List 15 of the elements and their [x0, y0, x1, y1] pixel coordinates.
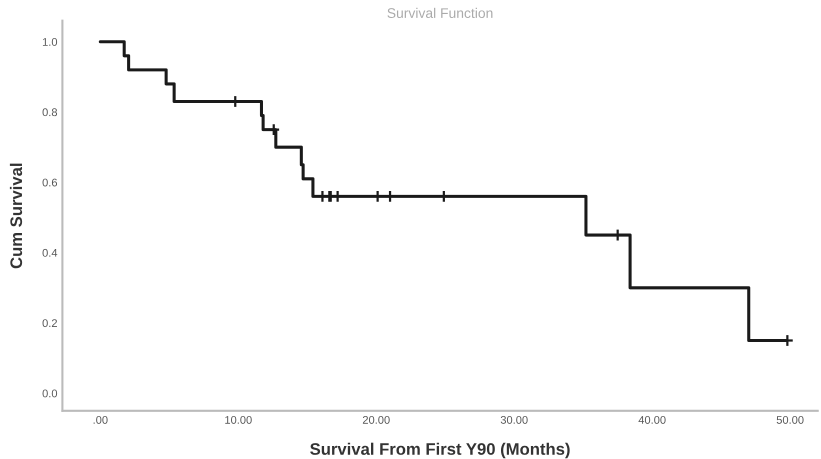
x-tick-label: 40.00	[638, 416, 666, 424]
y-axis-title: Cum Survival	[10, 164, 22, 268]
y-tick-label: 0.6	[42, 178, 58, 186]
y-tick-label: 1.0	[42, 38, 58, 46]
x-axis-title: Survival From First Y90 (Months)	[310, 442, 570, 458]
y-tick-label: 0.2	[42, 319, 57, 328]
chart-title: Survival Function	[387, 8, 492, 18]
y-tick-label: 0.8	[42, 108, 58, 116]
x-tick-label: 50.00	[776, 416, 804, 424]
x-tick-label: .00	[94, 416, 108, 424]
x-tick-label: 10.00	[225, 416, 252, 424]
y-tick-label: 0.4	[42, 248, 58, 257]
x-tick-label: 30.00	[500, 416, 528, 424]
y-tick-label: 0.0	[42, 390, 58, 398]
x-tick-label: 20.00	[362, 416, 390, 424]
